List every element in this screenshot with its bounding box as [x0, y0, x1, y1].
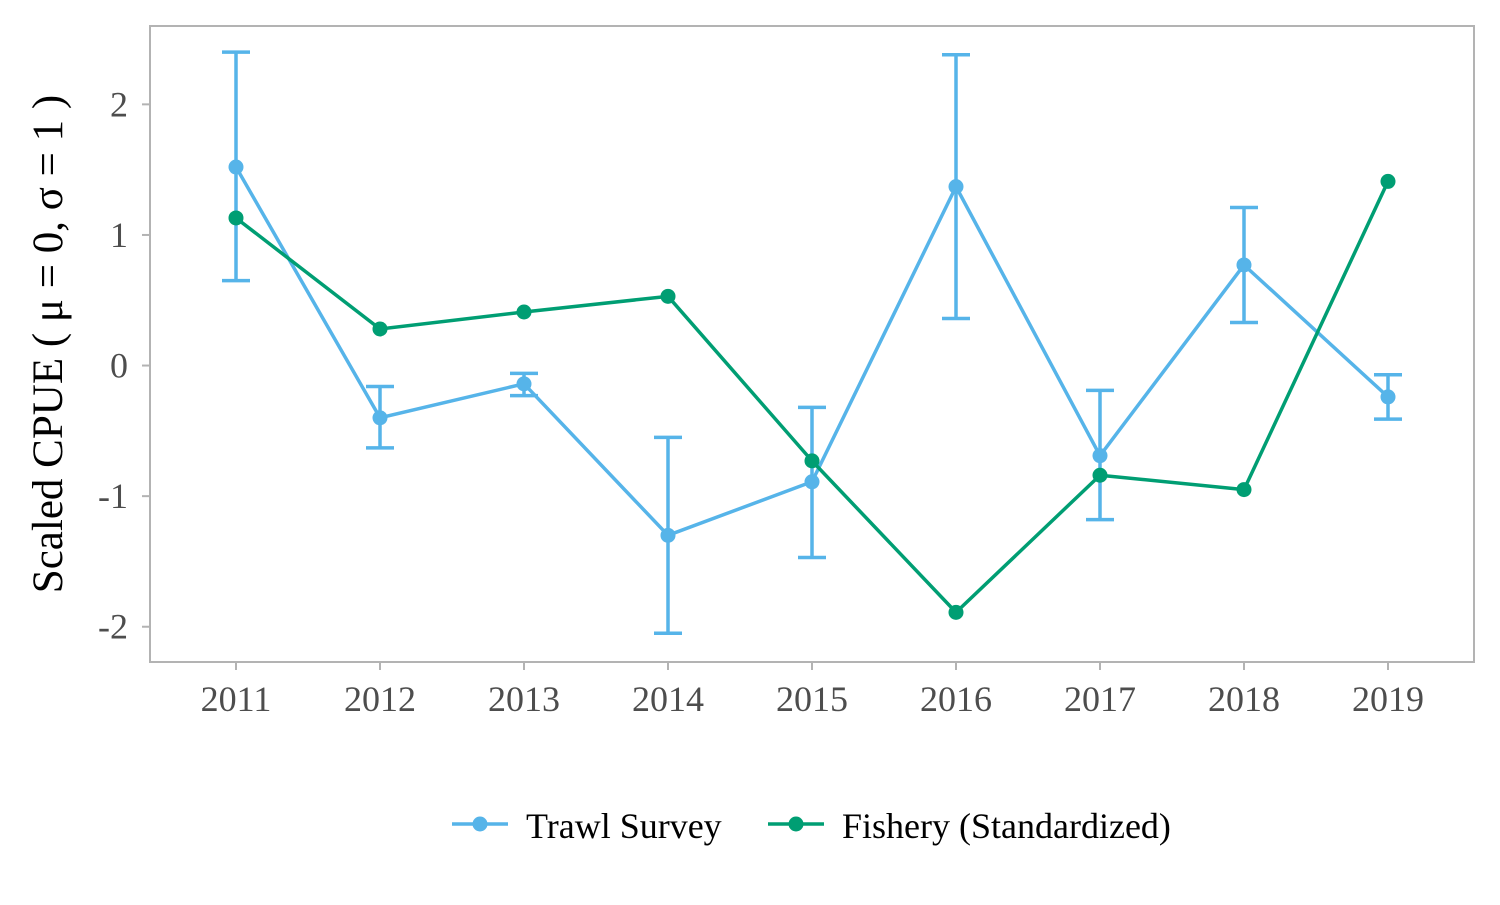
x-tick-label: 2014	[632, 679, 704, 719]
y-tick-label: 0	[110, 346, 128, 386]
data-point	[660, 288, 676, 304]
y-tick-label: 2	[110, 84, 128, 124]
legend-item: Trawl Survey	[452, 806, 722, 846]
x-tick-label: 2018	[1208, 679, 1280, 719]
legend-label: Fishery (Standardized)	[842, 806, 1171, 846]
y-tick-label: -2	[98, 607, 128, 647]
series-layer	[222, 50, 1402, 636]
y-axis: -2 -1 0 1 2	[98, 84, 150, 647]
x-tick-label: 2011	[201, 679, 272, 719]
data-point	[948, 179, 964, 195]
x-tick-label: 2016	[920, 679, 992, 719]
data-point	[372, 321, 388, 337]
data-point	[228, 210, 244, 226]
data-point	[660, 527, 676, 543]
legend-item: Fishery (Standardized)	[768, 806, 1171, 846]
y-tick-label: 1	[110, 215, 128, 255]
x-tick-label: 2012	[344, 679, 416, 719]
x-tick-label: 2019	[1352, 679, 1424, 719]
data-point	[1380, 173, 1396, 189]
data-point	[516, 304, 532, 320]
x-tick-label: 2013	[488, 679, 560, 719]
x-axis: 2011 2012 2013 2014 2015 2016 2017 2018 2019	[201, 662, 1424, 719]
legend-label: Trawl Survey	[526, 806, 722, 846]
data-point	[948, 604, 964, 620]
plot-panel-border	[149, 25, 1475, 663]
series-trawl-survey	[222, 50, 1402, 636]
legend-key-point	[788, 816, 804, 832]
x-tick-label: 2015	[776, 679, 848, 719]
y-axis-title: Scaled CPUE ( μ = 0, σ = 1 )	[25, 95, 72, 593]
data-point	[516, 376, 532, 392]
data-point	[1092, 467, 1108, 483]
y-tick-label: -1	[98, 476, 128, 516]
data-point	[372, 410, 388, 426]
series-fishery-standardized	[228, 173, 1396, 620]
x-tick-label: 2017	[1064, 679, 1136, 719]
data-point	[1380, 389, 1396, 405]
data-point	[1236, 482, 1252, 498]
data-point	[1092, 448, 1108, 464]
legend: Trawl Survey Fishery (Standardized)	[452, 806, 1171, 846]
legend-key-point	[472, 816, 488, 832]
data-point	[1236, 257, 1252, 273]
data-point	[804, 474, 820, 490]
data-point	[228, 159, 244, 175]
data-point	[804, 453, 820, 469]
